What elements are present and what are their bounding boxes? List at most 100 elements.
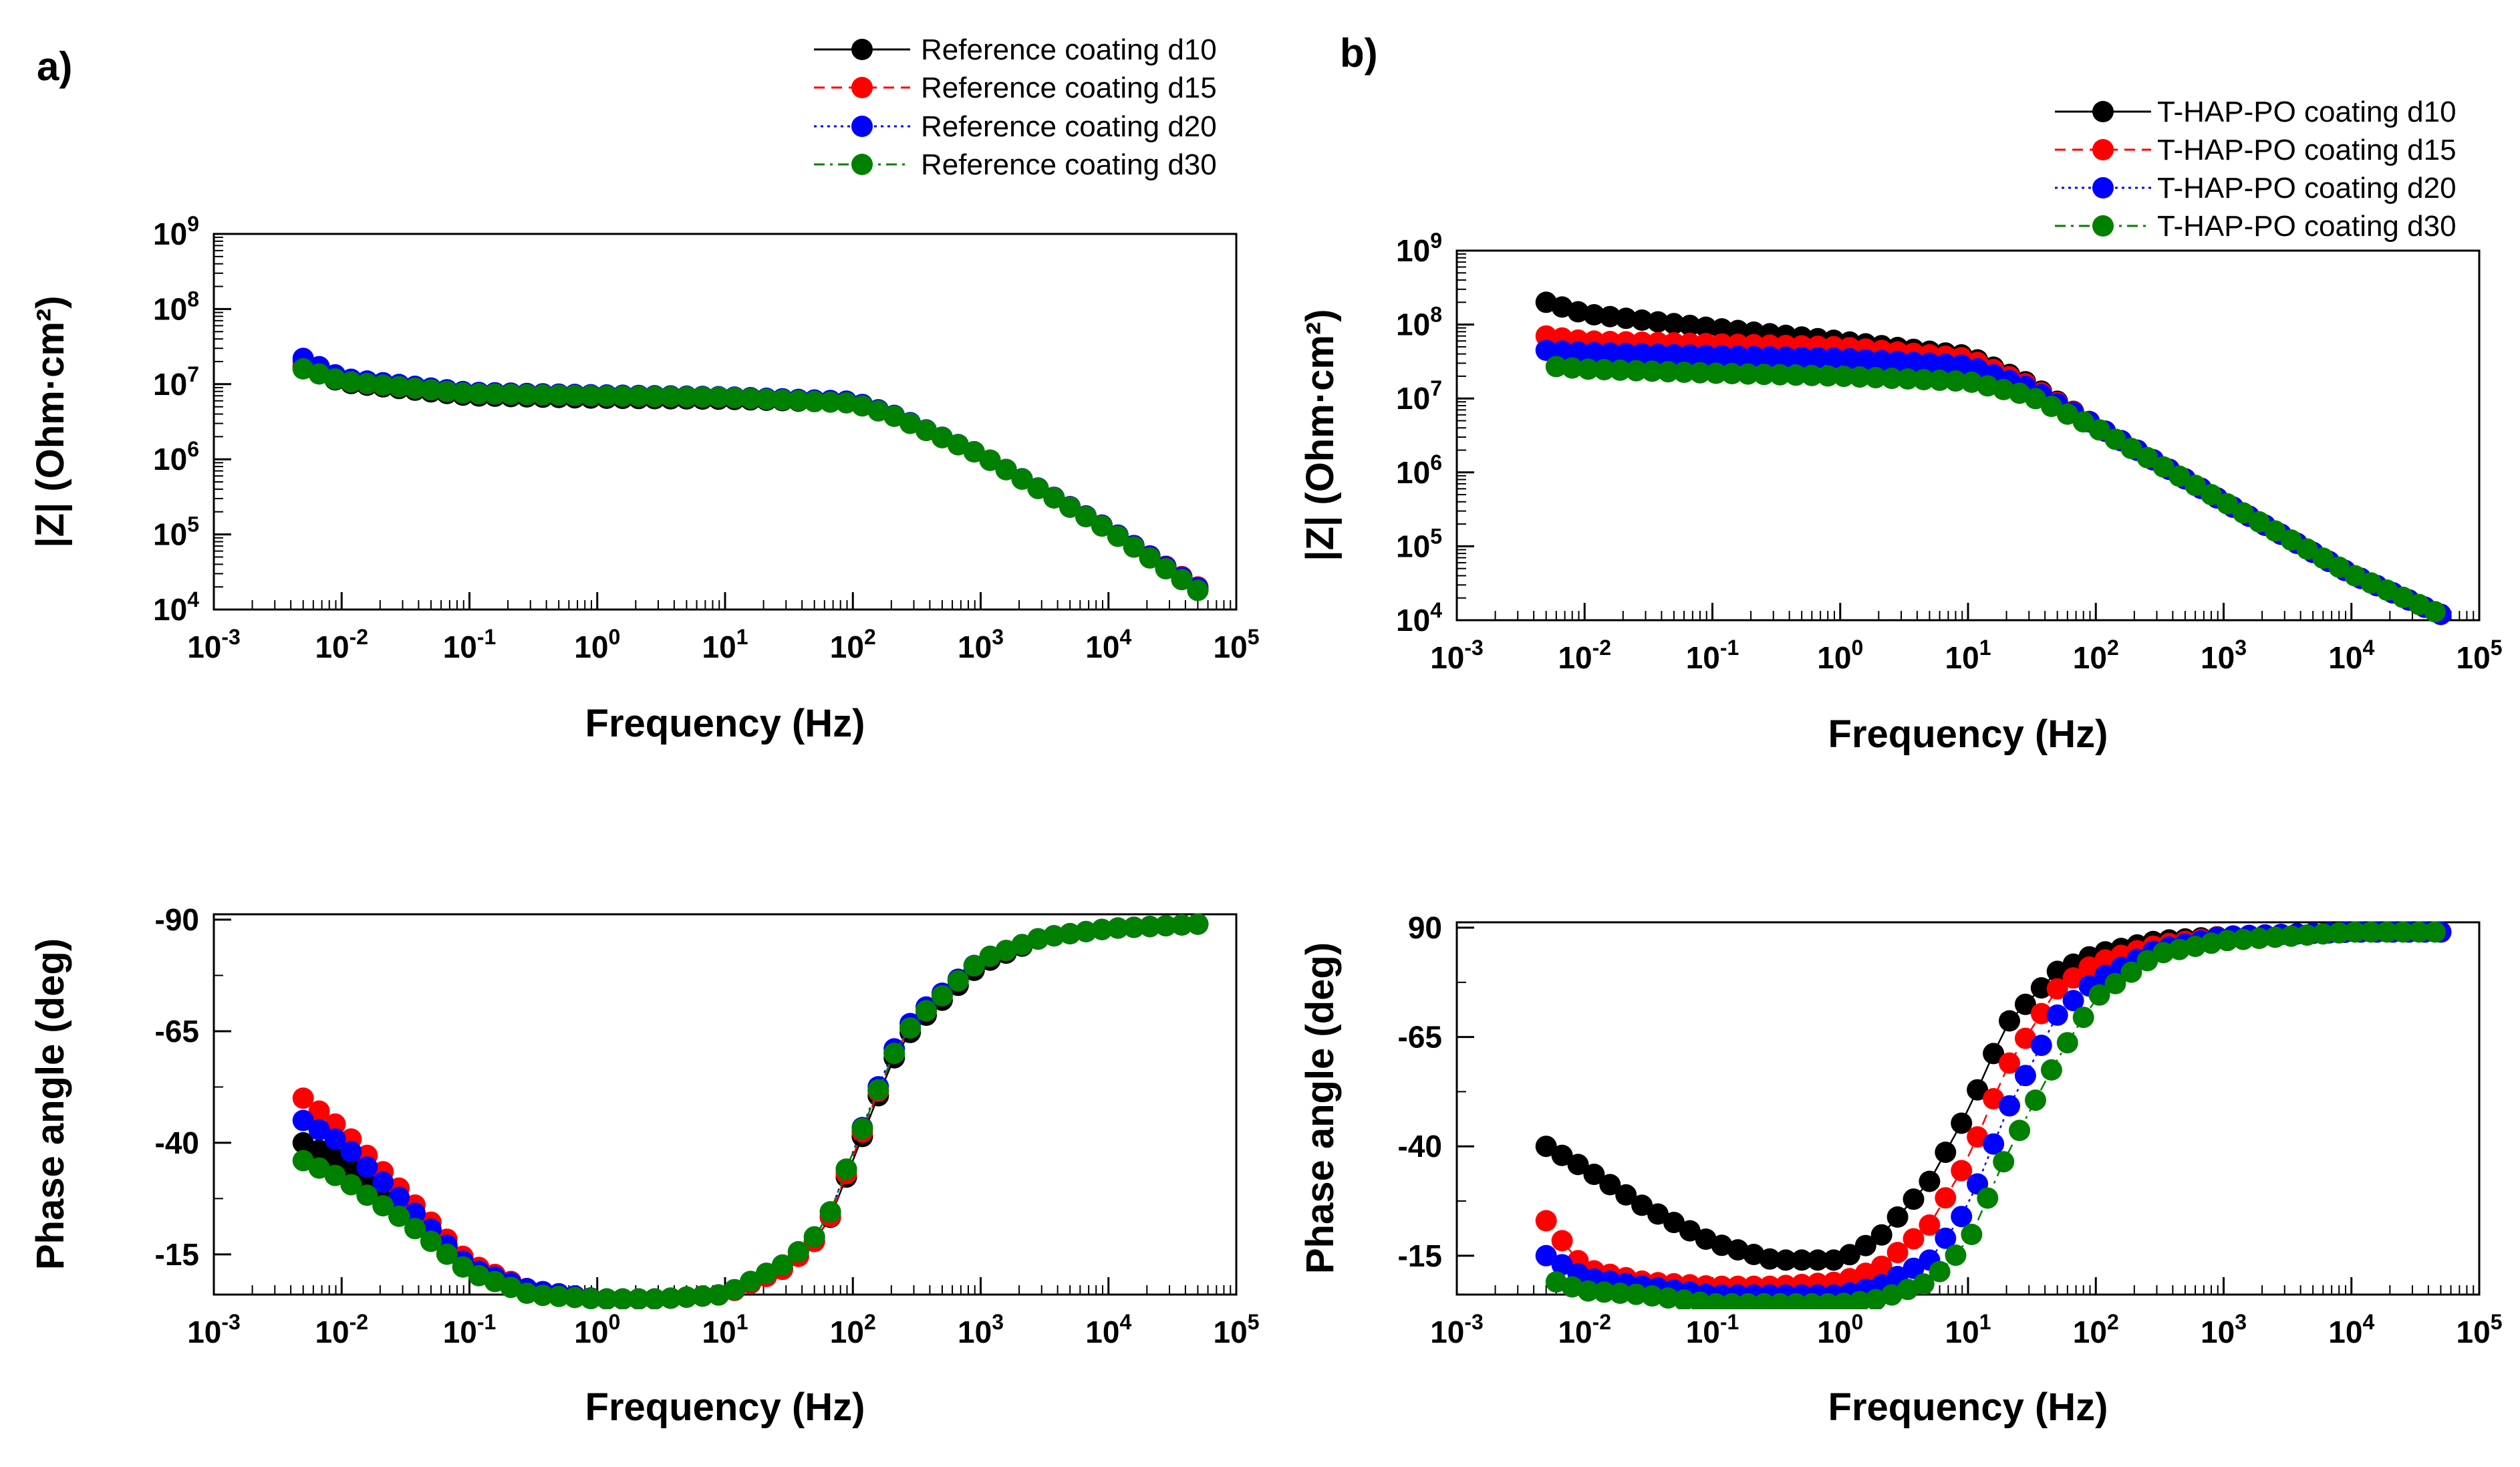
data-point bbox=[2088, 419, 2110, 441]
x-tick-label: 103 bbox=[958, 625, 1004, 664]
y-tick-label: 90 bbox=[1408, 910, 1442, 945]
x-tick-label: 10-3 bbox=[1430, 1310, 1484, 1349]
data-point bbox=[1663, 1212, 1685, 1234]
data-point bbox=[292, 1087, 314, 1109]
data-point bbox=[1615, 342, 1637, 364]
x-tick-label: 10-2 bbox=[315, 625, 368, 664]
data-point bbox=[2328, 556, 2350, 578]
data-point bbox=[1999, 1052, 2020, 1074]
x-tick-label: 102 bbox=[830, 625, 876, 664]
data-point bbox=[1769, 1293, 1791, 1309]
data-point bbox=[1599, 1174, 1621, 1196]
data-point bbox=[1599, 305, 1621, 327]
x-tick-label: 10-2 bbox=[1558, 636, 1611, 675]
y-tick-label: 106 bbox=[153, 437, 199, 477]
x-tick-label: 102 bbox=[2073, 636, 2119, 675]
data-point bbox=[1711, 1234, 1733, 1256]
data-point bbox=[756, 388, 777, 410]
data-point bbox=[2078, 956, 2100, 978]
data-point bbox=[2280, 529, 2302, 551]
data-point bbox=[2360, 921, 2382, 943]
data-point bbox=[2030, 1003, 2052, 1025]
data-point bbox=[1801, 364, 1823, 386]
data-point bbox=[1977, 375, 1999, 397]
data-point bbox=[2040, 396, 2062, 417]
data-point bbox=[1647, 311, 1669, 333]
data-point bbox=[1705, 362, 1727, 384]
data-point bbox=[2185, 475, 2207, 497]
chart-b-impedance: 10-3 10-2 10-1 100 101 102 103 104 105 104 105 106 1… bbox=[1298, 229, 2502, 756]
data-point bbox=[1977, 1187, 1999, 1209]
data-point bbox=[2376, 921, 2398, 943]
y-tick-label: 108 bbox=[1396, 303, 1442, 342]
data-point bbox=[660, 1287, 682, 1309]
data-point bbox=[611, 1288, 634, 1309]
y-tick-label: 106 bbox=[1396, 450, 1442, 490]
x-tick-label: 105 bbox=[1214, 1310, 1260, 1349]
data-point bbox=[1929, 1260, 1951, 1283]
data-point bbox=[1689, 362, 1711, 384]
data-point bbox=[2248, 511, 2270, 533]
data-point bbox=[1817, 1293, 1839, 1309]
data-point bbox=[2280, 925, 2302, 947]
y-tick-label: -15 bbox=[155, 1237, 199, 1272]
data-point bbox=[1999, 1010, 2020, 1032]
data-point bbox=[2296, 924, 2318, 946]
data-point bbox=[532, 1285, 554, 1307]
data-point bbox=[1993, 378, 2015, 400]
data-point bbox=[1785, 364, 1807, 386]
y-tick-label: -40 bbox=[1398, 1129, 1442, 1164]
data-point bbox=[1551, 1144, 1573, 1166]
data-point bbox=[340, 1141, 362, 1163]
data-point bbox=[1838, 348, 1860, 370]
data-point bbox=[787, 390, 809, 412]
data-point bbox=[2046, 978, 2068, 1000]
data-point bbox=[1849, 1291, 1870, 1309]
x-tick-label: 104 bbox=[1085, 1310, 1131, 1349]
data-point bbox=[2248, 928, 2270, 949]
data-point bbox=[1929, 370, 1951, 391]
data-point bbox=[2376, 579, 2398, 601]
data-point bbox=[356, 1156, 378, 1178]
data-point bbox=[1711, 318, 1733, 340]
data-point bbox=[1993, 1151, 2015, 1173]
data-point bbox=[835, 392, 857, 414]
data-point bbox=[1967, 1126, 1989, 1148]
y-axis-title: |Z| (Ohm·cm²) bbox=[29, 295, 72, 547]
y-tick-label: 104 bbox=[1396, 598, 1442, 638]
data-point bbox=[2328, 922, 2350, 944]
data-point bbox=[1807, 1249, 1829, 1271]
data-point bbox=[1535, 1244, 1557, 1266]
data-point bbox=[771, 389, 793, 411]
x-axis-title: Frequency (Hz) bbox=[585, 1385, 865, 1429]
data-point bbox=[2296, 538, 2318, 560]
data-point bbox=[1583, 342, 1605, 364]
series-line bbox=[1556, 931, 2435, 1305]
data-point bbox=[468, 1264, 490, 1287]
data-point bbox=[2072, 1007, 2094, 1029]
data-point bbox=[2104, 428, 2126, 450]
chart-a-impedance: 10-3 10-2 10-1 100 101 102 103 104 105 104 105 106 1… bbox=[29, 212, 1259, 745]
data-point bbox=[340, 1157, 362, 1178]
legend-b-marker-d20 bbox=[2092, 177, 2114, 198]
data-point bbox=[404, 1218, 426, 1240]
panel-label-a: a) bbox=[37, 44, 72, 89]
data-point bbox=[692, 1285, 714, 1307]
data-point bbox=[1870, 1224, 1893, 1246]
data-point bbox=[1027, 477, 1049, 499]
legend-a-marker-d15 bbox=[851, 77, 873, 98]
data-point bbox=[1583, 304, 1605, 325]
data-point bbox=[404, 377, 426, 399]
data-point bbox=[963, 441, 985, 462]
data-point bbox=[2312, 923, 2334, 945]
data-point bbox=[1155, 557, 1177, 579]
data-point bbox=[2030, 977, 2052, 999]
data-point bbox=[1139, 916, 1161, 938]
data-point bbox=[468, 383, 490, 405]
y-tick-label: -65 bbox=[1398, 1020, 1442, 1055]
data-point bbox=[2264, 520, 2286, 542]
data-point bbox=[2216, 930, 2238, 952]
data-point bbox=[2025, 388, 2046, 410]
data-point bbox=[947, 970, 969, 992]
plot-area bbox=[1535, 291, 2452, 626]
